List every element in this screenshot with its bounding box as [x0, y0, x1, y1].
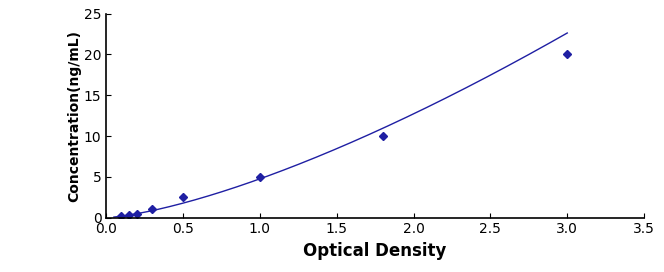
- X-axis label: Optical Density: Optical Density: [303, 242, 447, 260]
- Y-axis label: Concentration(ng/mL): Concentration(ng/mL): [67, 30, 81, 202]
